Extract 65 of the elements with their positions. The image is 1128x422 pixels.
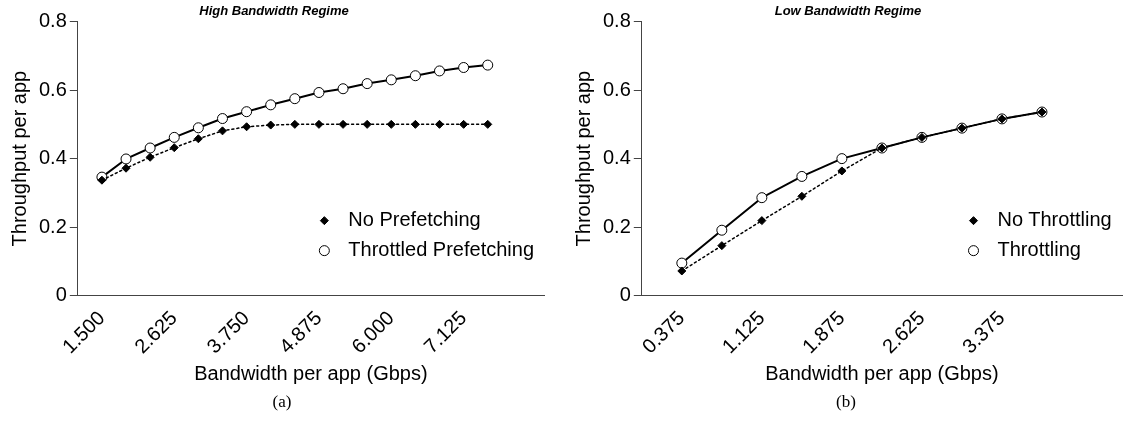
point <box>458 62 470 73</box>
y-axis-title: Throughput per app <box>7 70 30 247</box>
text: (b) <box>835 392 857 412</box>
legend-label: Throttling <box>997 238 1081 261</box>
point <box>144 142 156 154</box>
point <box>757 216 767 226</box>
legend-label: Throttled Prefetching <box>348 238 534 261</box>
point <box>796 170 808 182</box>
point <box>676 257 688 269</box>
point <box>168 131 180 143</box>
point <box>459 119 469 129</box>
y-tick-label: 0 <box>619 283 631 306</box>
point <box>290 119 300 129</box>
point <box>145 152 155 162</box>
point <box>435 119 445 129</box>
point <box>289 93 301 105</box>
point <box>169 143 179 153</box>
point <box>483 119 493 129</box>
legend-label: No Throttling <box>997 208 1112 231</box>
point <box>677 266 687 276</box>
y-tick-label: 0.6 <box>38 77 67 100</box>
y-axis-title: Throughput per app <box>571 70 594 247</box>
point <box>797 191 807 201</box>
point <box>837 166 847 176</box>
point <box>385 74 397 86</box>
y-tick-label: 0.6 <box>602 77 631 100</box>
x-axis-title: Bandwidth per app (Gbps) <box>765 361 999 384</box>
y-tick-label: 0.2 <box>38 214 67 237</box>
y-tick-label: 0.8 <box>38 9 67 32</box>
point <box>836 153 848 165</box>
point <box>337 83 349 95</box>
point <box>266 120 276 130</box>
point <box>121 163 131 173</box>
point <box>410 119 420 129</box>
point <box>717 241 727 251</box>
point <box>265 99 277 111</box>
chart-title: High Bandwidth Regime <box>199 3 349 19</box>
chart-title: Low Bandwidth Regime <box>774 3 922 19</box>
point <box>386 119 396 129</box>
y-tick-label: 0.8 <box>602 9 631 32</box>
point <box>482 59 494 71</box>
point <box>242 122 252 132</box>
point <box>120 153 132 165</box>
point <box>434 65 446 77</box>
point <box>409 70 421 82</box>
point <box>217 126 227 136</box>
point <box>192 122 204 134</box>
y-tick-label: 0.4 <box>38 146 67 169</box>
y-tick-label: 0.4 <box>602 146 631 169</box>
point <box>97 175 107 185</box>
y-tick-label: 0.2 <box>602 214 631 237</box>
point <box>313 87 325 99</box>
text: (a) <box>271 392 293 412</box>
point <box>362 119 372 129</box>
point <box>361 78 373 90</box>
point <box>241 106 253 118</box>
legend-label: No Prefetching <box>348 208 481 231</box>
point <box>338 119 348 129</box>
point <box>716 224 728 236</box>
point <box>314 119 324 129</box>
point <box>193 134 203 144</box>
point <box>216 113 228 125</box>
point <box>756 192 768 204</box>
x-axis-title: Bandwidth per app (Gbps) <box>194 361 428 384</box>
y-tick-label: 0 <box>55 283 67 306</box>
